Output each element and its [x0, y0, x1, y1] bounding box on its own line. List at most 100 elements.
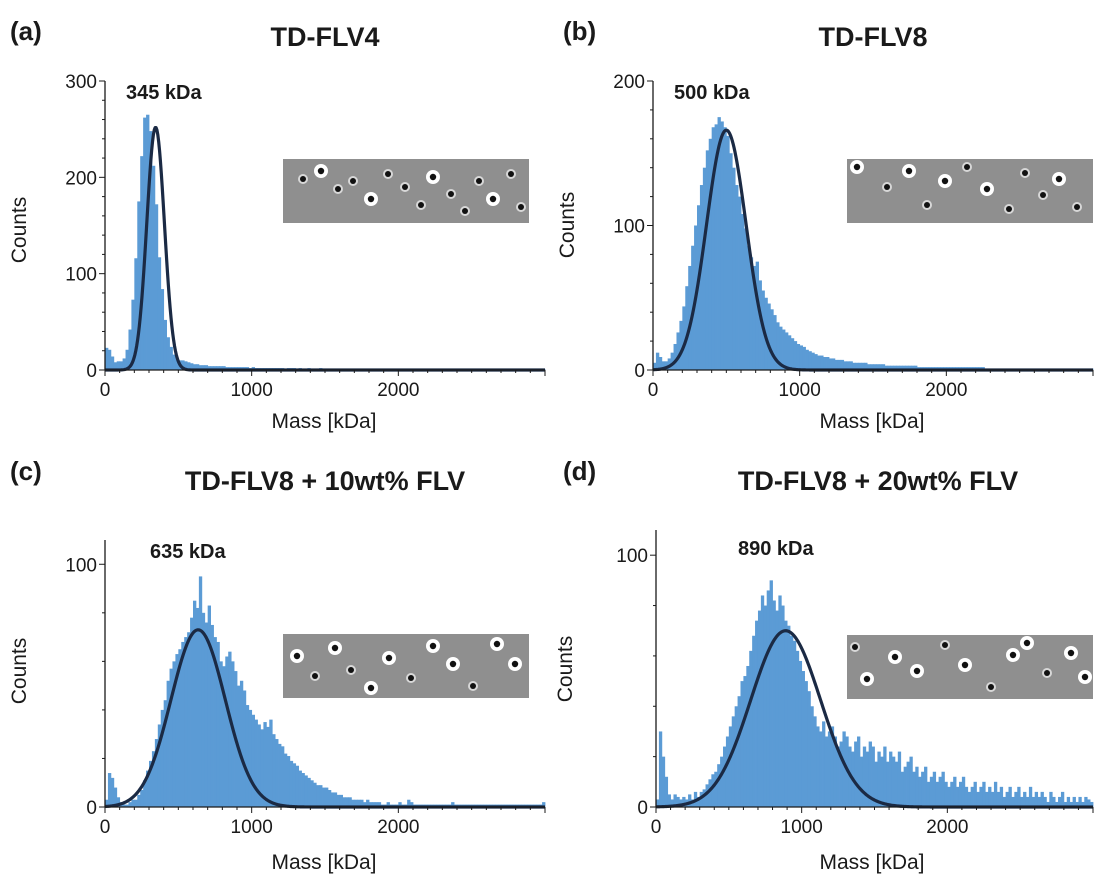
- histogram-bar: [813, 716, 817, 807]
- histogram-bar: [216, 641, 220, 807]
- histogram-bar: [720, 121, 724, 371]
- histogram-bar: [732, 167, 736, 370]
- histogram-bars: [653, 117, 1094, 371]
- histogram-bar: [676, 332, 680, 370]
- y-tick-label: 200: [613, 72, 645, 93]
- x-axis-label: Mass [kDa]: [271, 410, 376, 433]
- histogram-bar: [758, 280, 762, 370]
- histogram-bar: [785, 332, 789, 370]
- histogram-bar: [779, 326, 783, 370]
- histogram-bar: [711, 127, 715, 371]
- histogram-bar: [763, 605, 768, 807]
- histogram-bar: [749, 257, 754, 370]
- histogram-bar: [988, 786, 992, 807]
- histogram-bar: [670, 352, 674, 370]
- histogram-bar: [374, 802, 379, 807]
- panel-letter: (c): [10, 456, 42, 486]
- histogram-bar: [116, 361, 121, 370]
- histogram-bar: [105, 799, 109, 807]
- histogram-bar: [160, 709, 165, 807]
- histogram-bar: [734, 706, 738, 807]
- histogram-bar: [891, 756, 896, 807]
- histogram-bar: [793, 341, 798, 370]
- histogram-bar: [304, 775, 308, 807]
- histogram-bar: [816, 726, 820, 807]
- histogram-bar: [113, 787, 118, 807]
- histogram-bar: [811, 352, 815, 370]
- histogram-bar: [714, 771, 718, 807]
- x-tick-label: 1000: [231, 817, 273, 838]
- histogram-bar: [723, 127, 727, 371]
- histogram-bar: [731, 716, 736, 807]
- y-tick-label: 300: [65, 72, 97, 93]
- histogram-bar: [292, 763, 297, 807]
- histogram-bar: [792, 640, 797, 807]
- histogram-bar: [655, 352, 660, 370]
- histogram-bar: [746, 665, 750, 807]
- histogram-bar: [330, 792, 335, 807]
- histogram-bar: [140, 156, 144, 370]
- x-tick-label: 0: [100, 380, 111, 401]
- histogram-bar: [935, 781, 939, 807]
- histogram-bar: [801, 671, 805, 807]
- histogram-bar: [830, 726, 835, 807]
- histogram-bar: [260, 729, 264, 807]
- histogram-bar: [1020, 796, 1024, 807]
- histogram-bar: [852, 362, 856, 370]
- histogram-bar: [656, 799, 660, 807]
- histogram-bar: [728, 726, 733, 807]
- axes: 0 1000 2000 0 100 200 300: [65, 72, 546, 401]
- histogram-bar: [667, 358, 671, 370]
- chart-panel-a: (a) TD-FLV4 0 1000 2000 0 100 200 300 345 kDa …: [0, 0, 548, 439]
- histogram-bar: [740, 681, 744, 807]
- histogram-bar: [726, 135, 730, 370]
- histogram-bar: [213, 637, 217, 807]
- histogram-bar: [336, 794, 341, 807]
- histogram-bar: [198, 365, 203, 370]
- histogram-bar: [351, 799, 355, 807]
- histogram-bar: [1049, 791, 1053, 807]
- histogram-bar: [210, 366, 214, 370]
- histogram-bar: [958, 781, 963, 807]
- y-axis-label: Counts: [8, 638, 31, 705]
- histogram-bar: [366, 799, 370, 807]
- histogram-bar: [705, 150, 710, 370]
- histogram-bar: [386, 802, 390, 807]
- histogram-bar: [914, 365, 918, 370]
- histogram-bar: [840, 359, 845, 370]
- chart-panel-b: (b) TD-FLV8 0 1000 2000 0 100 200 500 kDa Mas…: [548, 0, 1096, 439]
- histogram-bar: [398, 802, 402, 807]
- histogram-bar: [834, 359, 839, 370]
- histogram-bar: [842, 731, 846, 807]
- histogram-bar: [993, 781, 998, 807]
- histogram-bar: [738, 196, 742, 370]
- particle-image-inset: [847, 635, 1093, 699]
- histogram-bar: [804, 681, 808, 807]
- histogram-bar: [924, 766, 928, 807]
- histogram-bar: [737, 696, 741, 807]
- histogram-bar: [239, 680, 244, 807]
- histogram-bar: [836, 746, 840, 807]
- histogram-bar: [134, 799, 138, 807]
- histogram-bar: [1043, 796, 1047, 807]
- peak-label: 890 kDa: [738, 538, 814, 560]
- histogram-bar: [796, 343, 801, 370]
- histogram-bar: [110, 356, 115, 370]
- histogram-bar: [281, 746, 285, 807]
- histogram-bar: [298, 770, 302, 807]
- histogram-bar: [128, 329, 132, 370]
- histogram-bar: [248, 709, 253, 807]
- histogram-bar: [204, 622, 209, 807]
- histogram-bar: [107, 349, 112, 370]
- histogram-bar: [953, 776, 957, 807]
- histogram-bar: [979, 786, 983, 807]
- histogram-bar: [658, 357, 663, 370]
- histogram-bar: [858, 362, 862, 370]
- histogram-bar: [854, 741, 858, 807]
- histogram-bar: [1002, 796, 1006, 807]
- histogram-bar: [769, 580, 773, 807]
- histogram-bar: [717, 764, 721, 807]
- histogram-bar: [790, 635, 794, 807]
- chart-panel-c: (c) TD-FLV8 + 10wt% FLV 0 1000 2000 0 100 63…: [0, 439, 548, 878]
- histogram-bar: [967, 791, 972, 807]
